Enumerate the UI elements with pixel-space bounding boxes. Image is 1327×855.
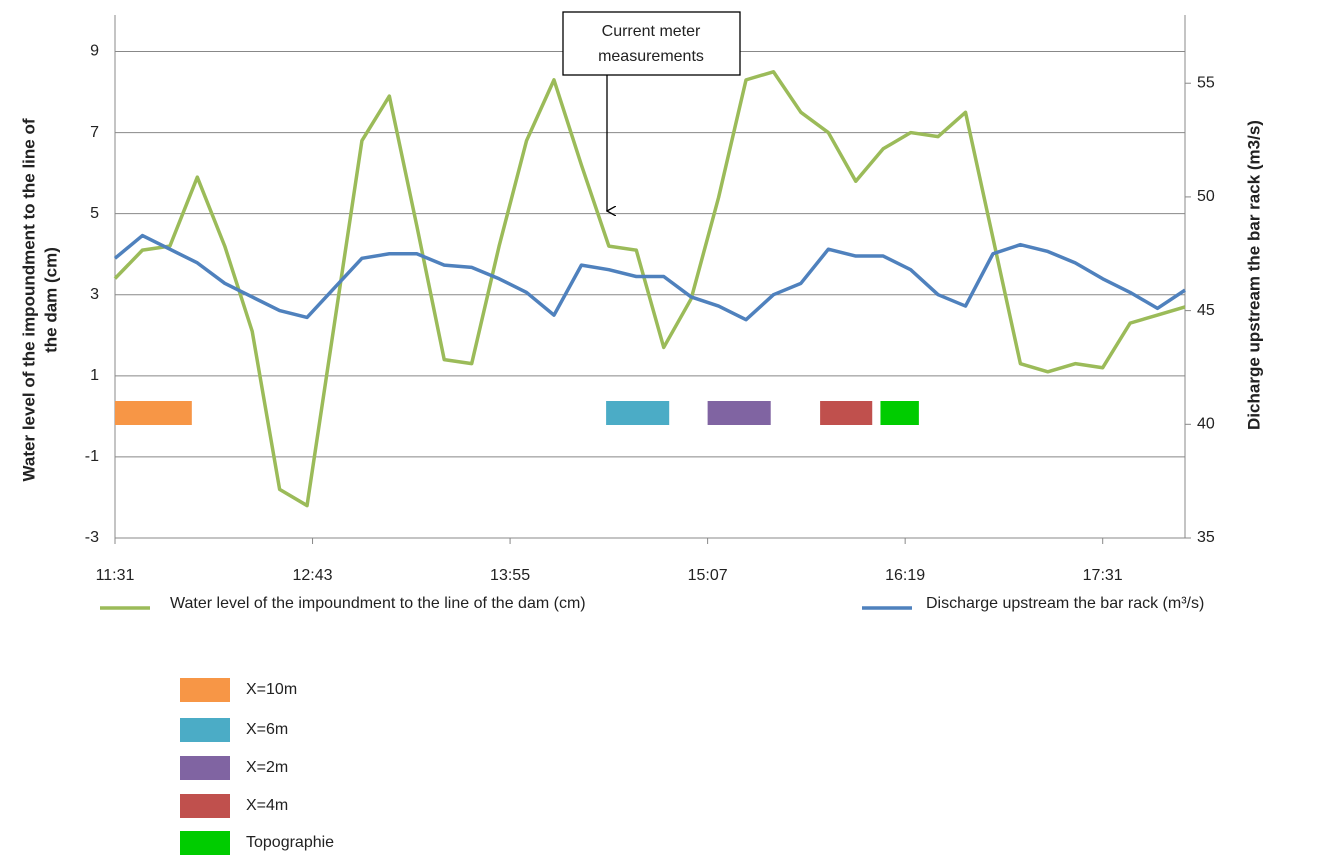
y2-tick-label: 50: [1197, 188, 1215, 205]
y2-tick-label: 35: [1197, 529, 1215, 546]
period-legend-swatch: [180, 678, 230, 702]
y-tick-label: 5: [90, 205, 99, 222]
period-legend-label: X=4m: [246, 797, 288, 814]
annotation: Current meter measurements: [562, 11, 741, 211]
y-tick-label: 3: [90, 286, 99, 303]
y-tick-label: 9: [90, 43, 99, 60]
y-axis-label: the dam (cm): [41, 247, 60, 353]
period-legend-label: Topographie: [246, 834, 334, 851]
x-tick-label: 15:07: [688, 567, 728, 584]
y2-tick-label: 40: [1197, 416, 1215, 433]
legend-label: Discharge upstream the bar rack (m³/s): [926, 595, 1204, 612]
x-tick-label: 17:31: [1083, 567, 1123, 584]
annotation-text: measurements: [598, 48, 704, 65]
period-bar: [880, 401, 919, 425]
x-tick-label: 12:43: [293, 567, 333, 584]
x-tick-label: 13:55: [490, 567, 530, 584]
x-tick-label: 11:31: [96, 567, 135, 584]
legend-label: Water level of the impoundment to the li…: [170, 595, 586, 612]
series-line: [113, 233, 1186, 322]
period-legend-label: X=6m: [246, 721, 288, 738]
period-legend-swatch: [180, 718, 230, 742]
y2-tick-label: 55: [1197, 74, 1215, 91]
annotation-text: Current meter: [602, 23, 701, 40]
annotation-box: [562, 11, 741, 76]
period-bar: [606, 401, 670, 425]
y-tick-label: 7: [90, 124, 99, 141]
period-bar: [707, 401, 771, 425]
period-legend-swatch: [180, 794, 230, 818]
period-legend-swatch: [180, 756, 230, 780]
period-legend-swatch: [180, 831, 230, 855]
y-axis-label: Water level of the impoundment to the li…: [19, 118, 38, 481]
y-tick-label: -1: [85, 448, 99, 465]
y-tick-label: 1: [90, 367, 99, 384]
period-bar: [820, 401, 873, 425]
period-legend-label: X=2m: [246, 759, 288, 776]
period-legend-label: X=10m: [246, 681, 297, 698]
period-bar: [115, 401, 192, 425]
y2-tick-label: 45: [1197, 302, 1215, 319]
y2-axis-label: Dicharge upstream the bar rack (m3/s): [1244, 120, 1263, 430]
x-tick-label: 16:19: [885, 567, 925, 584]
series-line: [113, 70, 1186, 508]
y-tick-label: -3: [85, 529, 99, 546]
